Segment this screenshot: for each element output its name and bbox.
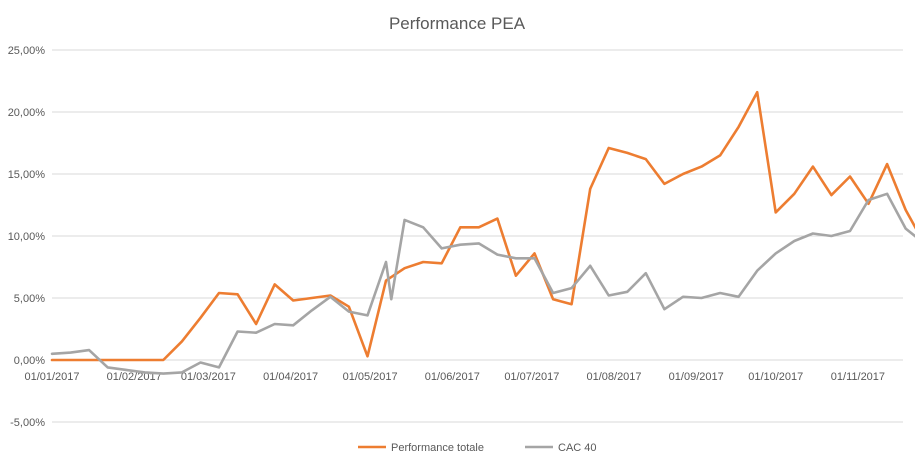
x-tick-label: 01/10/2017 xyxy=(748,371,803,383)
y-tick-label: 5,00% xyxy=(14,293,45,305)
legend-label-1: CAC 40 xyxy=(558,442,597,454)
x-tick-label: 01/11/2017 xyxy=(831,371,885,383)
chart-title: Performance PEA xyxy=(389,14,526,33)
x-tick-label: 01/01/2017 xyxy=(24,371,79,383)
y-tick-label: 20,00% xyxy=(8,107,46,119)
x-tick-label: 01/03/2017 xyxy=(181,371,236,383)
y-tick-label: -5,00% xyxy=(10,417,45,429)
x-tick-label: 01/09/2017 xyxy=(669,371,724,383)
y-tick-label: 10,00% xyxy=(8,231,46,243)
x-tick-label: 01/07/2017 xyxy=(504,371,559,383)
series-lines xyxy=(50,90,915,375)
y-axis-labels: -5,00% 0,00% 5,00% 10,00% 15,00% 20,00% 25,00% xyxy=(8,45,46,429)
x-tick-label: 01/02/2017 xyxy=(107,371,162,383)
legend: Performance totale CAC 40 xyxy=(358,442,597,454)
x-tick-label: 01/06/2017 xyxy=(425,371,480,383)
y-tick-label: 15,00% xyxy=(8,169,46,181)
gridlines xyxy=(52,49,903,423)
series-line-1 xyxy=(50,192,915,375)
x-axis-labels: 01/01/2017 01/02/2017 01/03/2017 01/04/2017… xyxy=(24,371,885,383)
legend-label-0: Performance totale xyxy=(391,442,484,454)
y-tick-label: 25,00% xyxy=(8,45,46,57)
x-tick-label: 01/08/2017 xyxy=(586,371,641,383)
series-line-0 xyxy=(50,90,915,362)
x-tick-label: 01/04/2017 xyxy=(263,371,318,383)
x-tick-label: 01/05/2017 xyxy=(343,371,398,383)
y-tick-label: 0,00% xyxy=(14,355,45,367)
